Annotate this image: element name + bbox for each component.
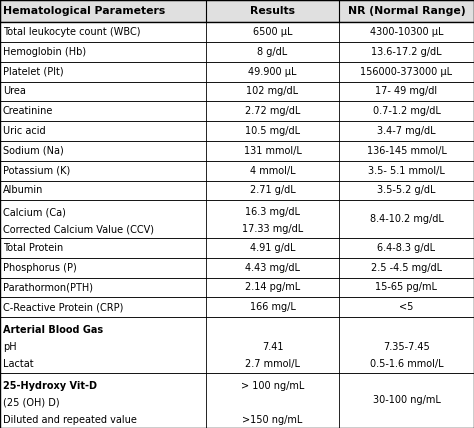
Text: 7.41: 7.41 [262, 342, 283, 352]
Text: Phosphorus (P): Phosphorus (P) [3, 263, 77, 273]
Text: Results: Results [250, 6, 295, 16]
Text: 2.7 mmol/L: 2.7 mmol/L [245, 359, 300, 369]
Text: Total leukocyte count (WBC): Total leukocyte count (WBC) [3, 27, 140, 37]
Text: 2.14 pg/mL: 2.14 pg/mL [245, 282, 300, 292]
Text: 3.4-7 mg/dL: 3.4-7 mg/dL [377, 126, 436, 136]
Text: (25 (OH) D): (25 (OH) D) [3, 398, 59, 407]
Bar [0, 161, 474, 181]
Text: Albumin: Albumin [3, 185, 43, 196]
Bar [0, 82, 474, 101]
Text: Platelet (Plt): Platelet (Plt) [3, 67, 64, 77]
Text: >150 ng/mL: >150 ng/mL [242, 414, 303, 425]
Text: Sodium (Na): Sodium (Na) [3, 146, 64, 156]
Bar [0, 181, 474, 200]
Text: 30-100 ng/mL: 30-100 ng/mL [373, 395, 440, 405]
Text: Creatinine: Creatinine [3, 106, 53, 116]
Text: 8 g/dL: 8 g/dL [257, 47, 288, 57]
Text: Potassium (K): Potassium (K) [3, 166, 70, 175]
Text: 102 mg/dL: 102 mg/dL [246, 86, 299, 96]
Text: Hematological Parameters: Hematological Parameters [3, 6, 165, 16]
Text: Total Protein: Total Protein [3, 243, 63, 253]
Text: 136-145 mmol/L: 136-145 mmol/L [366, 146, 447, 156]
Text: NR (Normal Range): NR (Normal Range) [347, 6, 465, 16]
Bar [0, 141, 474, 161]
Bar [0, 101, 474, 121]
Text: 15-65 pg/mL: 15-65 pg/mL [375, 282, 438, 292]
Text: 2.5 -4.5 mg/dL: 2.5 -4.5 mg/dL [371, 263, 442, 273]
Bar [0, 42, 474, 62]
Text: 49.900 μL: 49.900 μL [248, 67, 297, 77]
Text: 2.72 mg/dL: 2.72 mg/dL [245, 106, 300, 116]
Text: > 100 ng/mL: > 100 ng/mL [241, 380, 304, 390]
Text: Arterial Blood Gas: Arterial Blood Gas [3, 325, 103, 335]
Text: 8.4-10.2 mg/dL: 8.4-10.2 mg/dL [370, 214, 443, 224]
Text: 0.5-1.6 mmol/L: 0.5-1.6 mmol/L [370, 359, 443, 369]
Text: Hemoglobin (Hb): Hemoglobin (Hb) [3, 47, 86, 57]
Text: pH: pH [3, 342, 17, 352]
Text: Corrected Calcium Value (CCV): Corrected Calcium Value (CCV) [3, 224, 154, 234]
Bar [0, 62, 474, 82]
Bar [0, 0, 474, 22]
Text: <5: <5 [399, 302, 414, 312]
Text: Uric acid: Uric acid [3, 126, 46, 136]
Bar [0, 238, 474, 258]
Bar [0, 258, 474, 278]
Text: 4.91 g/dL: 4.91 g/dL [250, 243, 295, 253]
Text: 2.71 g/dL: 2.71 g/dL [250, 185, 295, 196]
Text: 4 mmol/L: 4 mmol/L [250, 166, 295, 175]
Text: 4300-10300 μL: 4300-10300 μL [370, 27, 443, 37]
Text: 7.35-7.45: 7.35-7.45 [383, 342, 430, 352]
Text: Lactat: Lactat [3, 359, 34, 369]
Bar [0, 200, 474, 238]
Text: 131 mmol/L: 131 mmol/L [244, 146, 301, 156]
Bar [0, 297, 474, 317]
Text: 17- 49 mg/dl: 17- 49 mg/dl [375, 86, 438, 96]
Text: 10.5 mg/dL: 10.5 mg/dL [245, 126, 300, 136]
Text: 156000-373000 μL: 156000-373000 μL [360, 67, 453, 77]
Text: Calcium (Ca): Calcium (Ca) [3, 207, 66, 217]
Bar [0, 278, 474, 297]
Text: Urea: Urea [3, 86, 26, 96]
Text: 6.4-8.3 g/dL: 6.4-8.3 g/dL [377, 243, 436, 253]
Text: 13.6-17.2 g/dL: 13.6-17.2 g/dL [371, 47, 442, 57]
Text: 3.5- 5.1 mmol/L: 3.5- 5.1 mmol/L [368, 166, 445, 175]
Bar [0, 22, 474, 42]
Text: 16.3 mg/dL: 16.3 mg/dL [245, 207, 300, 217]
Text: 25-Hydroxy Vit-D: 25-Hydroxy Vit-D [3, 380, 97, 390]
Text: C-Reactive Protein (CRP): C-Reactive Protein (CRP) [3, 302, 123, 312]
Bar [0, 317, 474, 373]
Text: 6500 μL: 6500 μL [253, 27, 292, 37]
Bar [0, 121, 474, 141]
Text: 17.33 mg/dL: 17.33 mg/dL [242, 224, 303, 234]
Bar [0, 373, 474, 428]
Text: Diluted and repeated value: Diluted and repeated value [3, 414, 137, 425]
Text: 3.5-5.2 g/dL: 3.5-5.2 g/dL [377, 185, 436, 196]
Text: Parathormon(PTH): Parathormon(PTH) [3, 282, 93, 292]
Text: 4.43 mg/dL: 4.43 mg/dL [245, 263, 300, 273]
Text: 0.7-1.2 mg/dL: 0.7-1.2 mg/dL [373, 106, 440, 116]
Text: 166 mg/L: 166 mg/L [250, 302, 295, 312]
